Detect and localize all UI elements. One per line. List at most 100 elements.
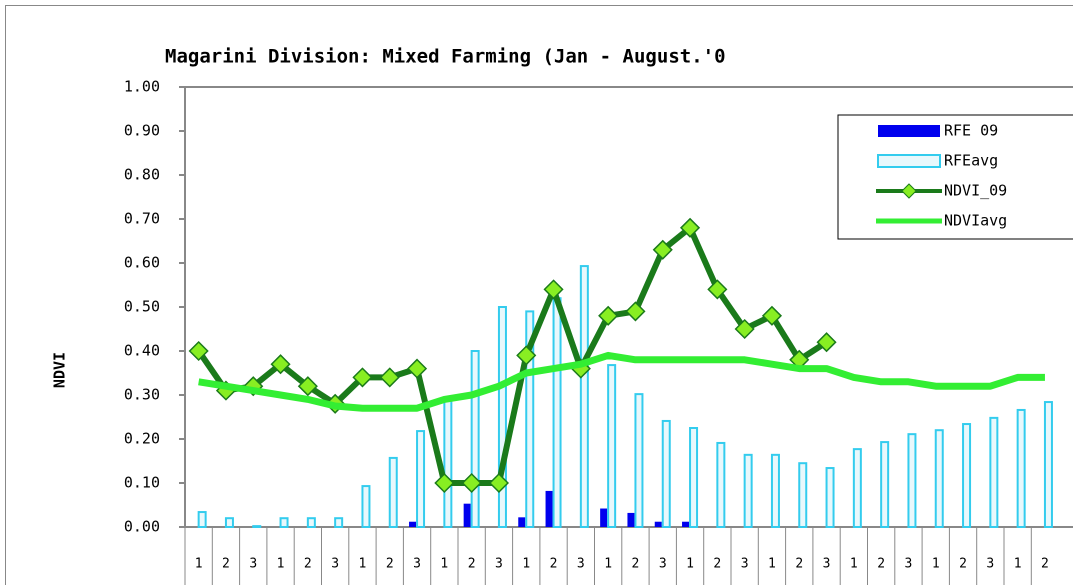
marker — [625, 301, 646, 322]
legend-swatch — [877, 154, 941, 168]
x-tick-label: 3 — [577, 557, 585, 572]
marker — [488, 472, 510, 494]
marker — [761, 305, 783, 326]
bar — [579, 265, 589, 528]
x-tick-label: 1 — [522, 557, 530, 572]
x-tick-label: 2 — [550, 557, 558, 572]
x-tick-label: 1 — [850, 557, 858, 572]
bar — [743, 453, 753, 528]
bar — [552, 297, 562, 529]
x-tick-label: 3 — [741, 557, 749, 572]
x-tick-label: 1 — [932, 557, 940, 572]
x-tick-label: 3 — [495, 557, 503, 572]
x-tick-label: 2 — [1041, 557, 1049, 572]
y-tick-label: 0.50 — [124, 298, 160, 316]
bar — [682, 521, 690, 527]
legend-marker — [901, 183, 917, 199]
legend-box — [837, 114, 1073, 240]
marker — [270, 354, 291, 375]
marker — [352, 367, 373, 388]
x-tick-label: 2 — [304, 557, 312, 572]
y-axis-label: NDVI — [51, 352, 69, 388]
bar — [306, 517, 316, 529]
x-tick-label: 1 — [359, 557, 367, 572]
bar — [600, 508, 608, 527]
x-tick-label: 2 — [795, 557, 803, 572]
bar — [416, 430, 426, 528]
bar — [654, 521, 662, 527]
x-tick-label: 1 — [440, 557, 448, 572]
legend-label: NDVI_09 — [944, 182, 1007, 200]
legend-label: NDVIavg — [944, 212, 1007, 230]
marker — [707, 279, 728, 300]
marker — [188, 340, 209, 362]
y-tick-label: 0.10 — [124, 474, 160, 492]
bar — [497, 306, 507, 528]
x-tick-label: 1 — [686, 557, 694, 572]
bar — [279, 517, 289, 529]
legend-label: RFE 09 — [944, 122, 998, 140]
bar — [770, 453, 780, 528]
marker — [434, 472, 455, 494]
x-tick-label: 3 — [331, 557, 339, 572]
bar — [443, 398, 453, 528]
x-tick-label: 3 — [986, 557, 994, 572]
bar — [852, 448, 862, 528]
bar — [388, 456, 398, 529]
x-tick-label: 2 — [959, 557, 967, 572]
marker — [406, 358, 428, 379]
bar — [627, 512, 635, 527]
chart-title: Magarini Division: Mixed Farming (Jan - … — [165, 46, 726, 68]
bar — [880, 441, 890, 528]
x-tick-label: 1 — [195, 557, 203, 572]
x-tick-label: 1 — [1014, 557, 1022, 572]
marker — [379, 367, 400, 388]
x-tick-label: 2 — [877, 557, 885, 572]
y-tick-label: 0.20 — [124, 430, 160, 448]
x-tick-label: 2 — [386, 557, 394, 572]
bar — [525, 310, 535, 528]
bar — [1016, 408, 1026, 528]
y-tick-label: 0.80 — [124, 166, 160, 184]
y-tick-label: 0.90 — [124, 122, 160, 140]
marker — [734, 318, 755, 340]
bar — [989, 416, 999, 529]
x-tick-label: 3 — [249, 557, 257, 572]
bar — [470, 350, 480, 528]
bar — [545, 490, 553, 527]
bar — [224, 517, 234, 529]
x-tick-label: 2 — [713, 557, 721, 572]
y-tick-label: 0.00 — [124, 518, 160, 536]
marker — [461, 472, 482, 494]
bar — [661, 419, 671, 528]
bar — [907, 433, 917, 528]
marker — [516, 345, 537, 366]
y-tick-label: 0.70 — [124, 210, 160, 228]
y-tick-label: 0.40 — [124, 342, 160, 360]
x-tick-label: 2 — [222, 557, 230, 572]
line — [198, 351, 1045, 412]
x-tick-label: 1 — [277, 557, 285, 572]
y-tick-label: 0.60 — [124, 254, 160, 272]
bar — [716, 441, 726, 528]
bar — [934, 429, 944, 529]
bar — [361, 485, 371, 528]
bar — [634, 393, 644, 528]
x-tick-label: 1 — [604, 557, 612, 572]
x-tick-label: 3 — [659, 557, 667, 572]
bar — [1043, 401, 1053, 529]
legend-swatch — [878, 125, 940, 137]
marker — [598, 305, 619, 326]
marker — [816, 332, 837, 353]
bar — [689, 427, 699, 528]
x-tick-label: 2 — [468, 557, 476, 572]
x-tick-label: 3 — [905, 557, 913, 572]
y-tick-label: 0.30 — [124, 386, 160, 404]
bar — [463, 503, 471, 527]
x-tick-label: 3 — [413, 557, 421, 572]
bar — [409, 521, 417, 527]
bar — [518, 517, 526, 527]
marker — [543, 279, 564, 300]
y-tick-label: 1.00 — [124, 78, 160, 96]
x-tick-label: 3 — [823, 557, 831, 572]
